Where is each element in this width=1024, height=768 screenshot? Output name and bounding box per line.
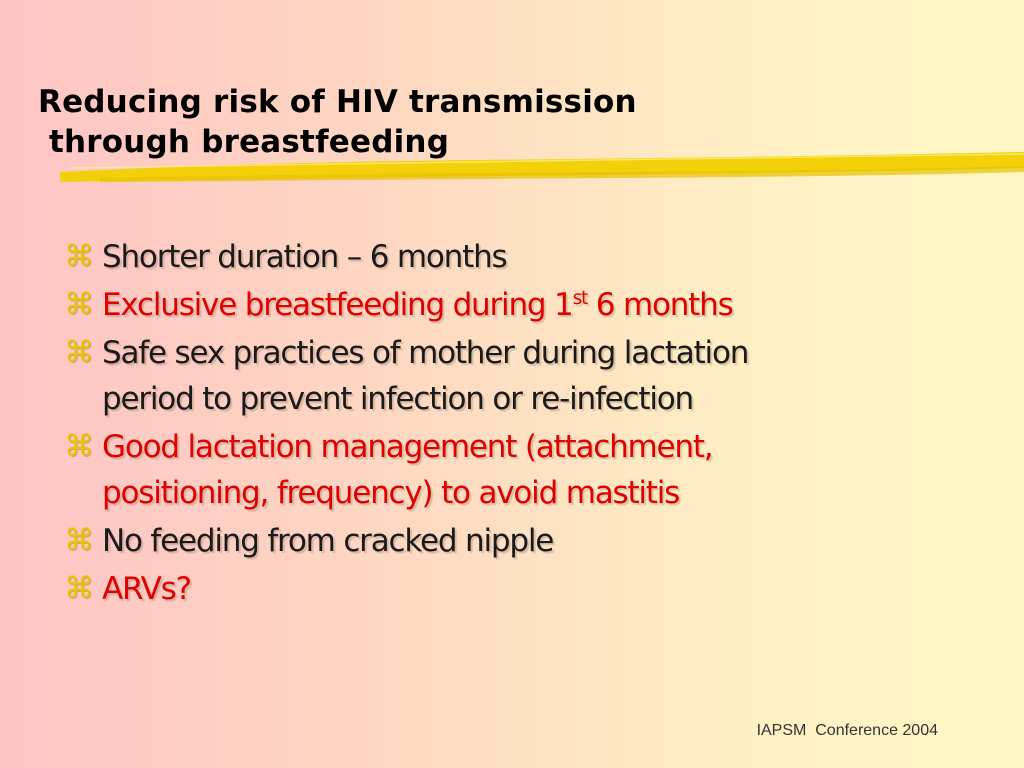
- bullet-text: ARVs?: [102, 571, 192, 607]
- bullet-text: Shorter duration – 6 months: [102, 239, 508, 275]
- bullet-list: ⌘ Shorter duration – 6 months ⌘ Exclusiv…: [62, 234, 962, 614]
- bullet-text-line-1: Safe sex practices of mother during lact…: [102, 335, 749, 371]
- bullet-text-line-2: period to prevent infection or re-infect…: [102, 381, 694, 417]
- title-line-2: through breastfeeding: [38, 124, 450, 160]
- slide-title: Reducing risk of HIV transmission throug…: [38, 82, 637, 162]
- bullet-command-icon: ⌘: [64, 523, 94, 558]
- bullet-command-icon: ⌘: [64, 429, 94, 464]
- bullet-text-after: 6 months: [587, 287, 734, 323]
- bullet-item-no-feeding-cracked-nipple: ⌘ No feeding from cracked nipple: [62, 518, 962, 564]
- bullet-item-safe-sex-practices: ⌘ Safe sex practices of mother during la…: [62, 330, 962, 422]
- bullet-item-shorter-duration: ⌘ Shorter duration – 6 months: [62, 234, 962, 280]
- bullet-command-icon: ⌘: [64, 239, 94, 274]
- bullet-command-icon: ⌘: [64, 571, 94, 606]
- bullet-text-line-1: Good lactation management (attachment,: [102, 429, 714, 465]
- title-line-1: Reducing risk of HIV transmission: [38, 84, 637, 120]
- bullet-text: Exclusive breastfeeding during 1: [102, 287, 574, 323]
- bullet-item-exclusive-breastfeeding: ⌘ Exclusive breastfeeding during 1st 6 m…: [62, 282, 962, 328]
- bullet-text-line-2: positioning, frequency) to avoid mastiti…: [102, 475, 680, 511]
- title-underline-brushstroke: [60, 152, 1024, 182]
- bullet-superscript: st: [572, 287, 589, 309]
- slide-footer: IAPSM Conference 2004: [756, 722, 938, 739]
- bullet-text: No feeding from cracked nipple: [102, 523, 554, 559]
- bullet-command-icon: ⌘: [64, 287, 94, 322]
- bullet-item-good-lactation-management: ⌘ Good lactation management (attachment,…: [62, 424, 962, 516]
- bullet-command-icon: ⌘: [64, 335, 94, 370]
- bullet-item-arvs: ⌘ ARVs?: [62, 566, 962, 612]
